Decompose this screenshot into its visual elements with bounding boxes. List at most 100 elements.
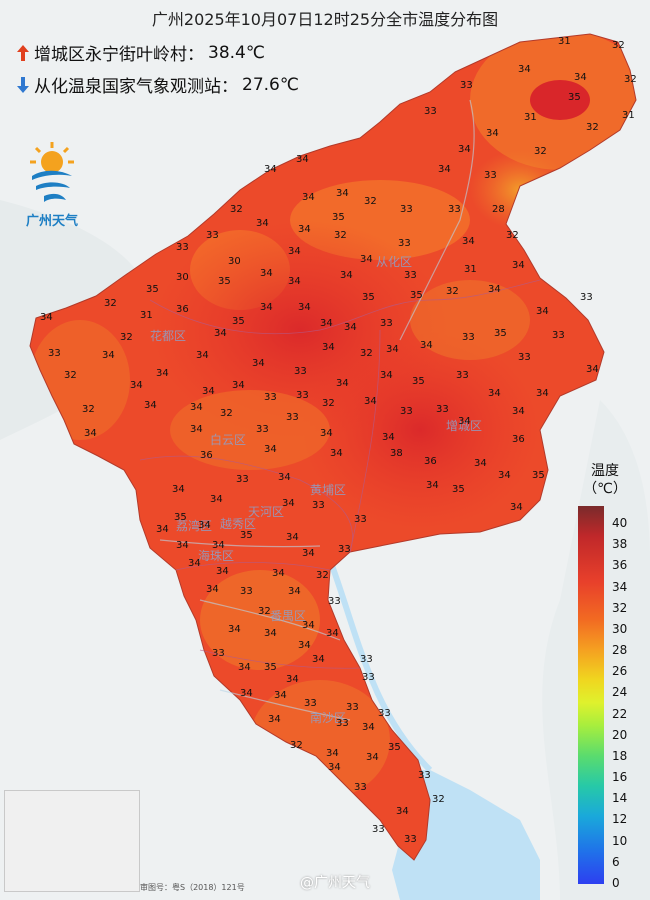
temperature-label: 34	[330, 448, 343, 459]
temperature-label: 32	[612, 40, 625, 51]
temperature-label: 32	[104, 298, 117, 309]
temperature-label: 35	[410, 290, 423, 301]
temperature-label: 33	[346, 702, 359, 713]
temperature-label: 34	[312, 654, 325, 665]
temperature-label: 31	[464, 264, 477, 275]
temperature-label: 32	[364, 196, 377, 207]
arrow-down-icon	[17, 76, 29, 93]
temperature-label: 34	[320, 318, 333, 329]
min-station-value: 27.6℃	[242, 74, 299, 95]
temperature-label: 35	[264, 662, 277, 673]
temperature-label: 34	[214, 328, 227, 339]
temperature-label: 34	[298, 224, 311, 235]
temperature-label: 35	[174, 512, 187, 523]
temperature-label: 31	[622, 110, 635, 121]
temperature-label: 35	[568, 92, 581, 103]
temperature-label: 35	[452, 484, 465, 495]
temperature-label: 34	[274, 690, 287, 701]
temperature-label: 34	[288, 276, 301, 287]
temperature-label: 34	[172, 484, 185, 495]
temperature-label: 34	[536, 388, 549, 399]
temperature-label: 34	[396, 806, 409, 817]
temperature-label: 34	[156, 524, 169, 535]
legend-tick: 10	[612, 833, 628, 848]
temperature-label: 33	[304, 698, 317, 709]
legend-tick: 20	[612, 727, 628, 742]
district-label: 荔湾区	[176, 518, 212, 533]
temperature-label: 33	[212, 648, 225, 659]
temperature-label: 34	[298, 302, 311, 313]
temperature-label: 34	[458, 144, 471, 155]
temperature-label: 33	[48, 348, 61, 359]
temperature-label: 36	[176, 304, 189, 315]
map-legend-inset	[4, 790, 140, 892]
temperature-label: 32	[120, 332, 133, 343]
temperature-label: 30	[228, 256, 241, 267]
temperature-label: 34	[302, 548, 315, 559]
temperature-label: 33	[462, 332, 475, 343]
temperature-label: 32	[446, 286, 459, 297]
legend-tick: 30	[612, 621, 628, 636]
temperature-label: 33	[336, 718, 349, 729]
temperature-label: 33	[552, 330, 565, 341]
sun-cloud-logo-icon	[30, 142, 74, 202]
temperature-label: 35	[332, 212, 345, 223]
temperature-label: 34	[272, 568, 285, 579]
temperature-label: 33	[354, 782, 367, 793]
temperature-label: 35	[240, 530, 253, 541]
temperature-label: 32	[534, 146, 547, 157]
temperature-label: 35	[218, 276, 231, 287]
temperature-label: 33	[236, 474, 249, 485]
logo-text: 广州天气	[25, 214, 78, 229]
temperature-label: 35	[232, 316, 245, 327]
temperature-label: 34	[256, 218, 269, 229]
district-label: 海珠区	[198, 548, 234, 563]
temperature-label: 34	[586, 364, 599, 375]
temperature-label: 33	[362, 672, 375, 683]
map-approval-note: 审图号：粤S（2018）121号	[140, 883, 245, 892]
temperature-label: 36	[424, 456, 437, 467]
legend-tick: 22	[612, 706, 628, 721]
temperature-label: 34	[326, 628, 339, 639]
temperature-label: 31	[524, 112, 537, 123]
district-label: 从化区	[376, 255, 412, 269]
temperature-label: 33	[448, 204, 461, 215]
legend-tick: 14	[612, 791, 628, 806]
district-label: 天河区	[248, 505, 284, 519]
temperature-label: 34	[296, 154, 309, 165]
temperature-label: 33	[404, 834, 417, 845]
legend-color-bar	[578, 506, 604, 884]
district-label: 番禺区	[270, 609, 306, 623]
temperature-label: 34	[336, 378, 349, 389]
temperature-label: 34	[360, 254, 373, 265]
temperature-label: 34	[196, 350, 209, 361]
district-label: 越秀区	[220, 517, 256, 531]
temperature-label: 34	[488, 388, 501, 399]
temperature-label: 34	[212, 540, 225, 551]
temperature-label: 34	[380, 370, 393, 381]
temperature-label: 33	[400, 204, 413, 215]
temperature-legend: 温度 （℃） 40 38 36 34 32 30 28 26 24 22 20 18 16 14 12 10 6…	[574, 462, 636, 890]
temperature-label: 33	[240, 586, 253, 597]
temperature-label: 34	[462, 236, 475, 247]
temperature-label: 34	[302, 192, 315, 203]
temperature-label: 33	[176, 242, 189, 253]
temperature-label: 31	[140, 310, 153, 321]
temperature-label: 34	[486, 128, 499, 139]
temperature-label: 34	[298, 640, 311, 651]
temperature-label: 34	[206, 584, 219, 595]
temperature-label: 35	[412, 376, 425, 387]
guangzhou-weather-logo: 广州天气	[22, 140, 82, 235]
temperature-label: 34	[340, 270, 353, 281]
temperature-label: 32	[322, 398, 335, 409]
temperature-label: 33	[518, 352, 531, 363]
temperature-label: 33	[436, 404, 449, 415]
temperature-label: 34	[322, 342, 335, 353]
temperature-label: 34	[238, 662, 251, 673]
temperature-label: 33	[378, 708, 391, 719]
temperature-label: 34	[438, 164, 451, 175]
temperature-label: 34	[302, 620, 315, 631]
max-temperature-row: 增城区永宁街叶岭村： 38.4℃	[16, 40, 265, 65]
temperature-label: 32	[230, 204, 243, 215]
temperature-label: 34	[282, 498, 295, 509]
